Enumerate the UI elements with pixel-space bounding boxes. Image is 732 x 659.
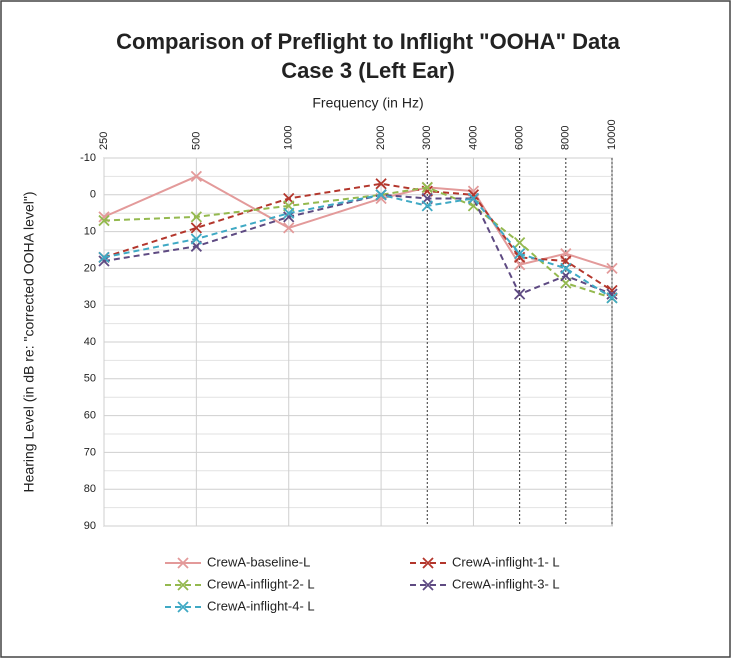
marker bbox=[421, 181, 433, 194]
marker-stroke bbox=[421, 200, 433, 212]
legend-label: CrewA-baseline-L bbox=[207, 554, 310, 569]
marker-stroke bbox=[98, 211, 110, 223]
marker bbox=[283, 222, 295, 234]
chart-title: Comparison of Preflight to Inflight "OOH… bbox=[116, 29, 620, 54]
marker bbox=[513, 237, 526, 249]
marker-stroke bbox=[283, 207, 295, 219]
marker bbox=[177, 557, 189, 569]
x-tick-label: 2000 bbox=[375, 126, 387, 150]
marker bbox=[606, 292, 618, 304]
marker-stroke bbox=[606, 288, 618, 300]
marker-stroke bbox=[98, 214, 110, 227]
marker-stroke bbox=[421, 181, 433, 194]
marker bbox=[190, 222, 203, 234]
x-tick-label: 10000 bbox=[606, 119, 618, 150]
marker bbox=[421, 200, 433, 212]
marker bbox=[513, 248, 526, 260]
marker bbox=[190, 233, 203, 245]
marker-stroke bbox=[190, 233, 203, 245]
marker-stroke bbox=[467, 192, 480, 205]
legend-label: CrewA-inflight-3- L bbox=[452, 576, 560, 591]
y-tick-label: 60 bbox=[84, 410, 96, 422]
marker bbox=[422, 579, 434, 591]
marker-stroke bbox=[375, 189, 387, 201]
marker bbox=[467, 192, 480, 205]
y-tick-label: 10 bbox=[84, 226, 96, 238]
chart-title: Case 3 (Left Ear) bbox=[281, 58, 455, 83]
y-axis-title: Hearing Level (in dB re: "corrected OOHA… bbox=[21, 192, 37, 493]
x-tick-label: 1000 bbox=[283, 126, 295, 150]
legend-label: CrewA-inflight-1- L bbox=[452, 554, 560, 569]
marker-stroke bbox=[513, 248, 526, 260]
marker bbox=[422, 557, 434, 569]
y-tick-label: 90 bbox=[84, 520, 96, 532]
y-tick-label: 50 bbox=[84, 373, 96, 385]
x-tick-label: 250 bbox=[98, 132, 110, 150]
marker-stroke bbox=[177, 579, 189, 591]
marker-stroke bbox=[177, 601, 189, 613]
marker-stroke bbox=[422, 579, 434, 591]
marker bbox=[375, 189, 387, 201]
marker-stroke bbox=[513, 237, 526, 249]
marker-stroke bbox=[190, 211, 203, 223]
y-tick-label: 20 bbox=[84, 262, 96, 274]
marker-stroke bbox=[98, 251, 110, 263]
marker bbox=[513, 288, 526, 300]
marker bbox=[190, 170, 203, 183]
marker bbox=[177, 579, 189, 591]
marker-stroke bbox=[177, 557, 189, 569]
marker bbox=[98, 251, 110, 263]
legend-label: CrewA-inflight-4- L bbox=[207, 598, 315, 613]
marker bbox=[283, 207, 295, 219]
marker-stroke bbox=[422, 557, 434, 569]
marker-stroke bbox=[606, 292, 618, 304]
marker bbox=[190, 211, 203, 223]
marker bbox=[177, 601, 189, 613]
marker-stroke bbox=[513, 288, 526, 300]
marker-stroke bbox=[375, 178, 387, 190]
legend-label: CrewA-inflight-2- L bbox=[207, 576, 315, 591]
y-tick-label: 80 bbox=[84, 483, 96, 495]
marker bbox=[560, 262, 572, 275]
x-tick-label: 500 bbox=[190, 132, 202, 150]
marker-stroke bbox=[606, 262, 618, 275]
y-tick-label: 40 bbox=[84, 336, 96, 348]
y-tick-label: -10 bbox=[80, 152, 96, 164]
marker bbox=[98, 214, 110, 227]
marker bbox=[606, 288, 618, 300]
x-tick-label: 3000 bbox=[421, 126, 433, 150]
x-axis-title: Frequency (in Hz) bbox=[312, 95, 423, 111]
y-tick-label: 70 bbox=[84, 446, 96, 458]
x-tick-label: 4000 bbox=[467, 126, 479, 150]
marker-stroke bbox=[190, 222, 203, 234]
marker-stroke bbox=[560, 262, 572, 275]
marker-stroke bbox=[283, 222, 295, 234]
y-tick-label: 0 bbox=[90, 189, 96, 201]
x-tick-label: 6000 bbox=[514, 126, 526, 150]
x-tick-label: 8000 bbox=[560, 126, 572, 150]
y-tick-label: 30 bbox=[84, 299, 96, 311]
marker bbox=[606, 262, 618, 275]
marker-stroke bbox=[190, 170, 203, 183]
marker bbox=[375, 178, 387, 190]
